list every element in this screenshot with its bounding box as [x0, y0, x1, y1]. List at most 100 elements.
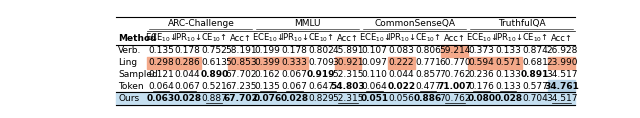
Text: 0.121: 0.121	[148, 70, 173, 79]
Text: 0.373: 0.373	[468, 46, 495, 55]
Text: 0.162: 0.162	[255, 70, 280, 79]
Text: 0.857: 0.857	[415, 70, 441, 79]
Text: ECE$_{10}$↓: ECE$_{10}$↓	[252, 32, 284, 44]
Text: 0.594: 0.594	[468, 58, 494, 67]
Text: 0.076: 0.076	[253, 94, 282, 103]
Text: 52.315: 52.315	[332, 70, 364, 79]
Bar	[388, 57, 415, 69]
Text: 0.064: 0.064	[362, 82, 387, 91]
Text: 30.921: 30.921	[332, 58, 364, 67]
Text: 0.022: 0.022	[387, 82, 415, 91]
Text: 71.007: 71.007	[438, 82, 472, 91]
Text: 60.770: 60.770	[439, 58, 470, 67]
Text: 34.517: 34.517	[546, 70, 577, 79]
Text: ECE$_{10}$↓: ECE$_{10}$↓	[466, 32, 497, 44]
Text: 70.762: 70.762	[439, 70, 470, 79]
Text: 0.133: 0.133	[495, 70, 521, 79]
Text: 0.613: 0.613	[202, 58, 227, 67]
Text: 0.064: 0.064	[148, 82, 173, 91]
Text: ECE$_{10}$↓: ECE$_{10}$↓	[359, 32, 390, 44]
Text: 0.135: 0.135	[255, 82, 281, 91]
Text: CE$_{10}$↑: CE$_{10}$↑	[308, 32, 334, 44]
Text: 0.067: 0.067	[282, 82, 307, 91]
Text: 0.521: 0.521	[202, 82, 227, 91]
Text: 0.063: 0.063	[147, 94, 175, 103]
Text: 0.028: 0.028	[494, 94, 522, 103]
Text: 0.176: 0.176	[468, 82, 495, 91]
Text: 0.110: 0.110	[362, 70, 388, 79]
Bar	[548, 57, 575, 69]
Text: 54.803: 54.803	[330, 82, 365, 91]
Text: 0.874: 0.874	[522, 46, 548, 55]
Bar	[147, 57, 174, 69]
Text: 0.056: 0.056	[388, 94, 414, 103]
Text: 0.681: 0.681	[522, 58, 548, 67]
Text: 0.887: 0.887	[202, 94, 227, 103]
Text: 0.577: 0.577	[522, 82, 548, 91]
Bar	[254, 57, 281, 69]
Text: 0.028: 0.028	[280, 94, 308, 103]
Text: 0.067: 0.067	[175, 82, 200, 91]
Text: 0.236: 0.236	[468, 70, 494, 79]
Text: 0.647: 0.647	[308, 82, 334, 91]
Text: 0.919: 0.919	[307, 70, 335, 79]
Bar	[468, 57, 495, 69]
Text: 0.067: 0.067	[282, 70, 307, 79]
Text: 0.709: 0.709	[308, 58, 334, 67]
Text: 0.097: 0.097	[362, 58, 388, 67]
Text: 0.771: 0.771	[415, 58, 441, 67]
Bar	[495, 57, 522, 69]
Text: ECE$_{10}$↓: ECE$_{10}$↓	[145, 32, 177, 44]
Text: 0.399: 0.399	[255, 58, 281, 67]
Text: 0.044: 0.044	[388, 70, 414, 79]
Text: ARC-Challenge: ARC-Challenge	[168, 19, 234, 28]
Text: 0.886: 0.886	[414, 94, 442, 103]
Text: IPR$_{10}$↓: IPR$_{10}$↓	[387, 32, 415, 44]
Text: 0.083: 0.083	[388, 46, 414, 55]
Text: MMLU: MMLU	[294, 19, 321, 28]
Text: 0.806: 0.806	[415, 46, 441, 55]
Text: Acc↑: Acc↑	[230, 34, 252, 42]
Bar	[548, 80, 575, 92]
Text: Sampled: Sampled	[118, 70, 158, 79]
Text: Acc↑: Acc↑	[337, 34, 359, 42]
Text: 0.829: 0.829	[308, 94, 334, 103]
Text: 0.051: 0.051	[360, 94, 388, 103]
Text: 0.135: 0.135	[148, 46, 173, 55]
Text: 58.191: 58.191	[225, 46, 257, 55]
Text: 0.298: 0.298	[148, 58, 173, 67]
Text: 0.752: 0.752	[202, 46, 227, 55]
Text: 0.286: 0.286	[175, 58, 200, 67]
Text: 0.199: 0.199	[255, 46, 281, 55]
Text: Verb.: Verb.	[118, 46, 141, 55]
Bar	[281, 57, 308, 69]
Text: IPR$_{10}$↓: IPR$_{10}$↓	[173, 32, 202, 44]
Text: 45.891: 45.891	[332, 46, 364, 55]
Text: Ours: Ours	[118, 94, 140, 103]
Text: IPR$_{10}$↓: IPR$_{10}$↓	[494, 32, 522, 44]
Text: 0.890: 0.890	[200, 70, 228, 79]
Bar	[335, 57, 361, 69]
Text: 26.928: 26.928	[546, 46, 577, 55]
Text: 67.235: 67.235	[225, 82, 257, 91]
Text: 0.178: 0.178	[282, 46, 307, 55]
Text: 0.477: 0.477	[415, 82, 441, 91]
Text: 0.133: 0.133	[495, 82, 521, 91]
Bar	[228, 57, 254, 69]
Text: IPR$_{10}$↓: IPR$_{10}$↓	[280, 32, 308, 44]
Text: CE$_{10}$↑: CE$_{10}$↑	[522, 32, 548, 44]
Bar	[442, 45, 468, 57]
Text: CE$_{10}$↑: CE$_{10}$↑	[415, 32, 441, 44]
Text: 0.107: 0.107	[362, 46, 388, 55]
Text: Acc↑: Acc↑	[444, 34, 466, 42]
Text: 34.761: 34.761	[544, 82, 579, 91]
Text: 0.891: 0.891	[521, 70, 549, 79]
Text: TruthfulQA: TruthfulQA	[498, 19, 545, 28]
Text: 67.702: 67.702	[225, 70, 257, 79]
Text: CommonSenseQA: CommonSenseQA	[374, 19, 455, 28]
Text: 0.044: 0.044	[175, 70, 200, 79]
Text: 0.080: 0.080	[467, 94, 495, 103]
Text: 0.571: 0.571	[495, 58, 521, 67]
Text: 0.704: 0.704	[522, 94, 548, 103]
Text: Acc↑: Acc↑	[550, 34, 573, 42]
